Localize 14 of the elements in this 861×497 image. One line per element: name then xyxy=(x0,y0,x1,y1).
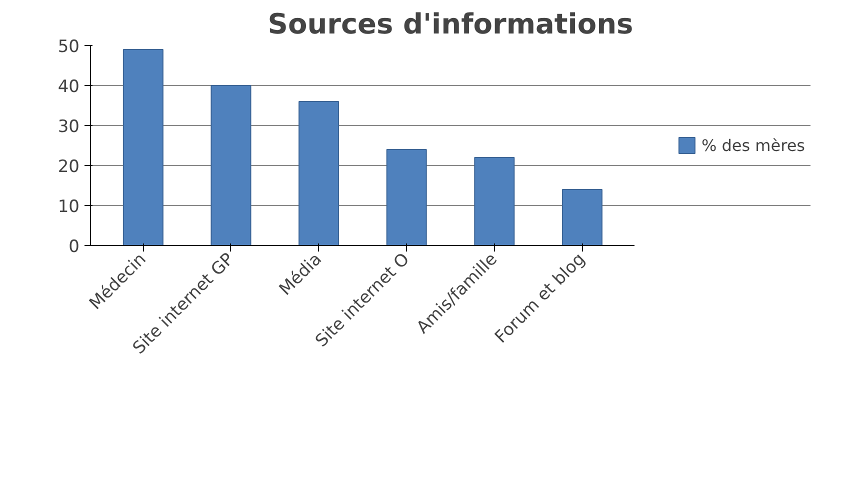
y-tick-label: 50 xyxy=(58,37,80,57)
bar xyxy=(210,85,252,246)
y-tick-label: 20 xyxy=(58,157,80,177)
y-tick-label: 30 xyxy=(58,117,80,137)
bar xyxy=(474,157,515,246)
bar xyxy=(122,49,164,246)
y-tick-label: 0 xyxy=(68,237,80,257)
legend-label: % des mères xyxy=(701,136,805,154)
bar xyxy=(298,101,340,246)
y-tick-label: 10 xyxy=(58,197,80,217)
bar xyxy=(386,149,427,246)
bar xyxy=(562,189,602,246)
chart-title: Sources d'informations xyxy=(268,8,634,40)
y-tick-label: 40 xyxy=(58,77,80,97)
